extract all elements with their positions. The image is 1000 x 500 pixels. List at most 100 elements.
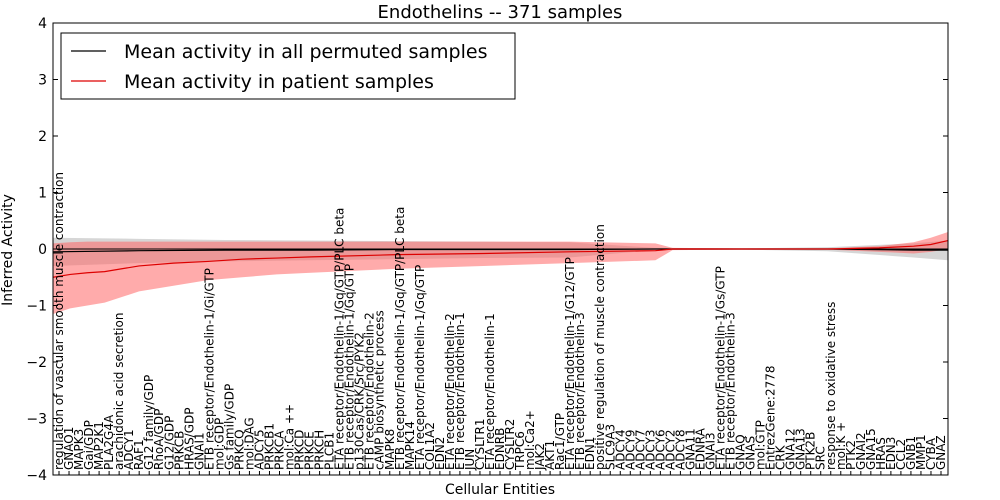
- x-entity-label: mol:DAG: [242, 417, 256, 470]
- x-entity-label: GNB1: [904, 436, 918, 470]
- x-entity-label: EDN2: [433, 437, 447, 470]
- x-entity-label: PRKCD: [293, 430, 307, 470]
- x-entity-label: MMP1: [914, 434, 928, 470]
- x-entity-label: MAPK14: [403, 421, 417, 470]
- x-entity-label: positive regulation of muscle contractio…: [593, 224, 607, 470]
- x-axis-label: Cellular Entities: [445, 482, 555, 498]
- plot-area: −4 −3 −2 −1 0 1 2 3 4 regulation of vascular smoo…: [26, 16, 949, 484]
- x-entity-label: ETA receptor/Endothelin-1/G12/GTP: [563, 257, 577, 470]
- x-entity-label: GNA11: [683, 428, 697, 470]
- x-entity-label: G12/GDP: [162, 416, 176, 470]
- y-tick-label: 4: [38, 16, 47, 32]
- x-entity-label: ETA receptor/Endothelin-1/Gq/GTP: [413, 265, 427, 470]
- x-entity-label: EDNRB: [493, 428, 507, 470]
- x-entity-label: HRAS: [874, 437, 888, 470]
- x-entity-label: cAMP biosynthetic process: [373, 310, 387, 470]
- x-entity-label: GNAO1: [62, 427, 76, 470]
- x-entity-label: ETB receptor/Endothelin-3: [573, 312, 587, 470]
- x-entity-label: MAP2K1: [92, 421, 106, 470]
- y-tick-label: −3: [26, 412, 47, 428]
- x-entity-label: RAF1: [132, 439, 146, 470]
- x-entity-label: PLCB1: [323, 432, 337, 470]
- x-entity-label: PTK2: [844, 440, 858, 470]
- y-axis-label: Inferred Activity: [0, 194, 16, 306]
- x-entity-label: ADCY6: [653, 429, 667, 470]
- x-entity-label: ADCY1: [122, 429, 136, 470]
- x-entity-label: G12 family/GDP: [142, 375, 156, 470]
- legend-label-1: Mean activity in patient samples: [124, 71, 434, 93]
- y-tick-label: −4: [26, 468, 47, 484]
- x-entity-label: ADCY2: [663, 429, 677, 470]
- x-entity-label: GNAZ: [934, 435, 948, 470]
- x-entity-label: SLC9A3: [603, 424, 617, 470]
- x-entity-label: Rac1/GTP: [553, 413, 567, 470]
- x-entity-label: ETA receptor/Endothelin-2: [443, 313, 457, 470]
- legend-box: [60, 32, 516, 100]
- x-entity-label: GNA15: [864, 428, 878, 470]
- x-entity-label: PRKCQ: [232, 429, 246, 470]
- x-entity-label: HRAS/GDP: [182, 407, 196, 470]
- x-entity-label: p130Cas/CRK/Src/PYK2: [353, 332, 367, 470]
- x-entity-label: response to oxidative stress: [824, 302, 838, 470]
- chart-title: Endothelins -- 371 samples: [378, 2, 623, 23]
- x-entity-label: ADCY8: [673, 429, 687, 470]
- x-entity-label: mol:Ca2+: [523, 410, 537, 470]
- x-entity-label: GNA13: [794, 428, 808, 470]
- x-entity-label: ETA receptor/Endothelin-1: [483, 313, 497, 470]
- x-entity-label: PRKCA: [273, 430, 287, 470]
- series-line-1: [52, 239, 949, 278]
- x-entity-label: EDN3: [884, 437, 898, 470]
- x-entity-label: GNAS: [744, 436, 758, 470]
- x-entity-label: ETB receptor/Endothelin-1/Gi/GTP: [202, 268, 216, 470]
- x-entity-label: PTK2B: [804, 432, 818, 470]
- x-entity-label: GNAQ: [734, 434, 748, 470]
- x-entity-label: ADCY3: [643, 429, 657, 470]
- x-entity-label: ETB receptor/Endothelin-2: [363, 312, 377, 470]
- x-entity-label: regulation of vascular smooth muscle con…: [52, 172, 66, 470]
- x-entity-label: EntrezGene:2778: [764, 366, 778, 471]
- y-tick-label: 0: [38, 242, 47, 258]
- x-entity-label: Gs family/GDP: [222, 384, 236, 470]
- x-entity-label: EDNRA: [693, 427, 707, 470]
- x-entity-label: ADCY7: [633, 429, 647, 470]
- x-entity-label: SRC: [814, 446, 828, 470]
- x-entity-label: ETB receptor/Endothelin-3: [724, 312, 738, 470]
- x-entity-label: CYBA: [924, 437, 938, 470]
- legend-label-0: Mean activity in all permuted samples: [124, 41, 487, 63]
- x-entity-label: PRKCE: [303, 431, 317, 470]
- x-entity-label: CRK: [774, 444, 788, 470]
- x-entity-label: COL1A2: [423, 422, 437, 470]
- x-entity-label: PRKCB1: [262, 423, 276, 470]
- series-band-1: [53, 232, 948, 314]
- x-entity-label: TRPC6: [513, 431, 527, 471]
- x-entity-label: CYSLTR1: [473, 419, 487, 470]
- y-tick-label: 1: [38, 186, 47, 202]
- x-entity-label: mol:Ca ++: [283, 404, 297, 470]
- x-entity-label: CYSLTR2: [503, 419, 517, 470]
- x-entity-label: ETB receptor/Endothelin-1/Gq/GTP/PLC bet…: [393, 207, 407, 470]
- x-entity-label: PLA2G4A: [102, 414, 116, 470]
- x-entity-label: JUN: [463, 449, 477, 471]
- x-entity-label: MAPK3: [72, 429, 86, 470]
- x-entity-label: RhoA/GDP: [152, 409, 166, 470]
- x-entity-label: ETA receptor/Endothelin-1/Gq/GTP/PLC bet…: [333, 208, 347, 470]
- x-entity-label: ADCY9: [623, 429, 637, 470]
- x-entity-label: ETB receptor/Endothelin-1/Gq/GTP: [343, 264, 357, 470]
- x-entity-label: mol:K +: [834, 422, 848, 470]
- x-entity-label: GNAI2: [854, 432, 868, 470]
- x-entity-label: ETB receptor/Endothelin-1: [453, 312, 467, 470]
- y-tick-label: 2: [38, 129, 47, 145]
- x-entity-label: ADCY4: [613, 429, 627, 470]
- x-entity-label: CCL2: [894, 439, 908, 470]
- x-entity-label: MAPK8: [383, 429, 397, 470]
- legend: Mean activity in all permuted samples Mea…: [60, 32, 516, 100]
- x-entity-label: PRKCB: [172, 431, 186, 470]
- x-entity-label: ETA receptor/Endothelin-1/Gs/GTP: [714, 266, 728, 470]
- x-entity-label: Gai/GDP: [82, 420, 96, 470]
- x-entity-label: arachidonic acid secretion: [112, 313, 126, 470]
- x-entity-label: EDN1: [583, 437, 597, 470]
- x-entity-label: PRKCH: [313, 430, 327, 470]
- x-entity-label: mol:GDP: [212, 418, 226, 470]
- x-entity-label: AKT1: [543, 440, 557, 470]
